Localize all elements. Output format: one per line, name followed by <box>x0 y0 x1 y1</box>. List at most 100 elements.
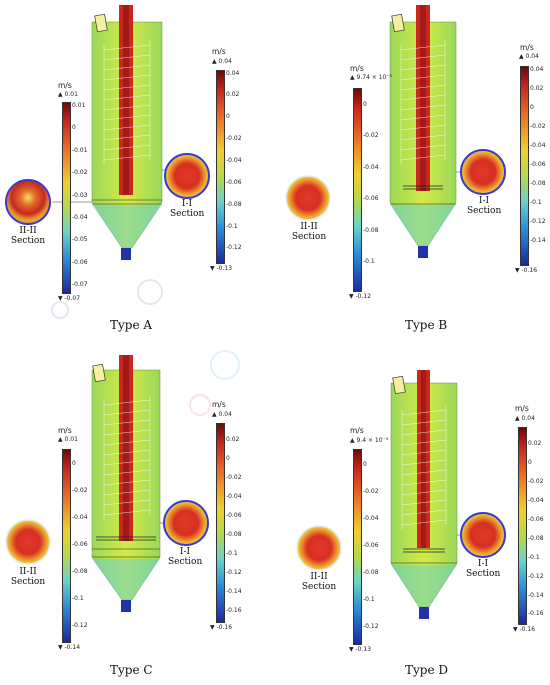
colorbar-1-max: ▲ 9.4 × 10⁻³ <box>350 437 389 444</box>
tick-label: 0.01 <box>72 102 86 109</box>
cone-bottom-gradient <box>92 559 160 600</box>
colorbar-1-min: ▼ -0.14 <box>58 644 81 651</box>
tick-label: -0.1 <box>528 554 540 561</box>
colorbar-2-max: ▲ 0.04 <box>515 415 535 422</box>
tick-label: -0.08 <box>530 180 546 187</box>
colorbar-2-max: ▲ 0.04 <box>212 58 232 65</box>
colorbar-1-max: ▲ 0.01 <box>58 436 78 443</box>
outlet-nozzle <box>419 607 429 619</box>
section-ii-label: II-II Section <box>291 222 327 242</box>
tick-label: -0.08 <box>528 535 544 542</box>
tick-label: -0.02 <box>363 488 379 495</box>
tick-label: -0.06 <box>363 195 379 202</box>
colorbar-2-unit: m/s <box>515 404 529 413</box>
colorbar-2-unit: m/s <box>212 400 226 409</box>
tick-label: -0.1 <box>530 199 542 206</box>
colorbar-2 <box>518 427 527 625</box>
tick-label: 0.02 <box>226 436 240 443</box>
section-i-circle <box>460 512 506 558</box>
tick-label: -0.06 <box>226 512 242 519</box>
tick-label: -0.05 <box>72 236 88 243</box>
section-i-circle <box>164 153 210 199</box>
tick-label: -0.02 <box>530 123 546 130</box>
panel-type-c: m/s ▲ 0.01 0 -0.02 -0.04 -0.06 -0.08 -0.… <box>0 345 275 685</box>
colorbar-2 <box>216 70 225 264</box>
cone-bottom-gradient <box>92 205 162 248</box>
outlet-nozzle <box>121 600 131 612</box>
colorbar-1-unit: m/s <box>350 426 364 435</box>
inlet-box <box>392 375 406 395</box>
tick-label: -0.1 <box>226 550 238 557</box>
tick-label: -0.12 <box>528 573 544 580</box>
colorbar-2-min: ▼ -0.16 <box>515 267 538 274</box>
panel-type-a: m/s ▲ 0.01 0.01 0 -0.01 -0.02 -0.03 -0.0… <box>0 0 275 340</box>
inlet-box <box>391 13 405 33</box>
panel-c-graphics <box>5 350 240 612</box>
tick-label: -0.12 <box>363 623 379 630</box>
section-ii-circle <box>285 175 331 221</box>
tick-label: -0.04 <box>226 157 242 164</box>
colorbar-1-max: ▲ 9.74 × 10⁻³ <box>350 74 392 81</box>
panel-a-graphics <box>5 5 210 319</box>
tick-label: 0 <box>363 101 367 108</box>
colorbar-2-max: ▲ 0.04 <box>212 411 232 418</box>
tick-label: -0.16 <box>226 607 242 614</box>
section-ii-circle <box>5 519 51 565</box>
colorbar-2-min: ▼ -0.16 <box>513 626 536 633</box>
colorbar-2-min: ▼ -0.13 <box>210 265 233 272</box>
tick-label: -0.04 <box>530 142 546 149</box>
section-i-label: I-I Section <box>466 559 501 579</box>
tick-label: -0.12 <box>226 244 242 251</box>
tick-label: -0.12 <box>226 569 242 576</box>
section-ii-label: II-II Section <box>301 572 337 592</box>
panel-b-graphics <box>285 5 506 258</box>
tick-label: 0.02 <box>226 91 240 98</box>
colorbar-1 <box>62 102 71 294</box>
type-label: Type B <box>405 318 448 332</box>
tick-label: -0.1 <box>226 223 238 230</box>
inlet-box <box>92 363 106 383</box>
tick-label: -0.02 <box>363 132 379 139</box>
tick-label: -0.12 <box>530 218 546 225</box>
outlet-nozzle <box>121 248 131 260</box>
tick-label: -0.12 <box>72 622 88 629</box>
panel-type-d: m/s ▲ 9.4 × 10⁻³ 0 -0.02 -0.04 -0.06 -0.… <box>275 345 550 685</box>
colorbar-1-min: ▼ -0.12 <box>349 293 372 300</box>
tick-label: -0.14 <box>226 588 242 595</box>
tick-label: 0.02 <box>528 440 542 447</box>
tick-label: 0.04 <box>530 66 544 73</box>
cone-bottom-gradient <box>390 205 456 246</box>
tick-label: 0 <box>72 460 76 467</box>
tick-label: -0.02 <box>72 169 88 176</box>
tick-label: -0.06 <box>72 541 88 548</box>
tick-label: 0 <box>530 104 534 111</box>
tick-label: -0.1 <box>363 596 375 603</box>
colorbar-1-max: ▲ 0.01 <box>58 91 78 98</box>
tick-label: -0.06 <box>528 516 544 523</box>
tick-label: -0.1 <box>363 258 375 265</box>
inlet-box <box>94 13 108 33</box>
colorbar-2-max: ▲ 0.04 <box>519 53 539 60</box>
tick-label: -0.08 <box>226 201 242 208</box>
tick-label: -0.14 <box>530 237 546 244</box>
tick-label: -0.03 <box>72 192 88 199</box>
panel-d-graphics <box>296 370 506 619</box>
tick-label: -0.06 <box>226 179 242 186</box>
type-label: Type D <box>405 663 449 677</box>
tick-label: -0.02 <box>72 487 88 494</box>
panel-type-b: m/s ▲ 9.74 × 10⁻³ 0 -0.02 -0.04 -0.06 -0… <box>275 0 550 340</box>
colorbar-1-unit: m/s <box>350 64 364 73</box>
colorbar-1 <box>353 88 362 292</box>
section-ii-circle <box>296 525 342 571</box>
tick-label: 0.02 <box>530 85 544 92</box>
tick-label: 0 <box>72 124 76 131</box>
colorbar-1 <box>62 449 71 643</box>
tick-label: -0.04 <box>528 497 544 504</box>
section-ii-label: II-II Section <box>10 226 46 246</box>
section-i-circle <box>163 500 209 546</box>
tick-label: -0.02 <box>226 474 242 481</box>
tick-label: -0.04 <box>226 493 242 500</box>
tick-label: 0 <box>528 459 532 466</box>
tick-label: -0.04 <box>363 164 379 171</box>
colorbar-2-unit: m/s <box>212 47 226 56</box>
